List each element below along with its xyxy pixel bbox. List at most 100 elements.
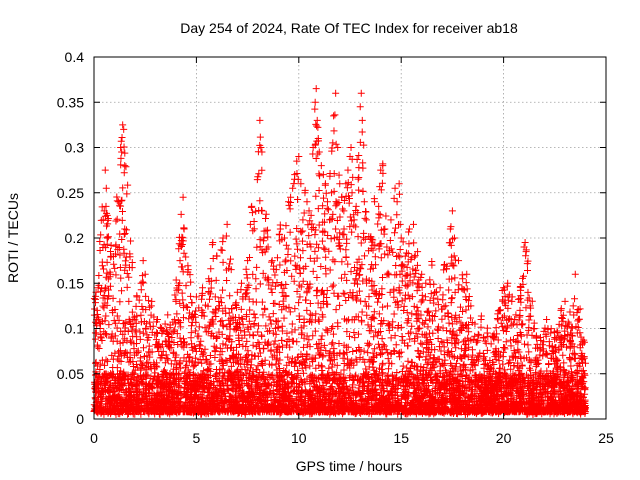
data-point-dense <box>117 274 125 282</box>
data-point-dense <box>184 262 192 270</box>
data-point-dense <box>521 340 529 348</box>
data-point-dense <box>501 345 509 353</box>
data-point-dense <box>413 280 421 288</box>
data-point-dense <box>139 279 147 287</box>
data-point-dense <box>414 325 422 333</box>
data-point-dense <box>304 221 312 229</box>
data-point-dense <box>227 320 235 328</box>
data-point-dense <box>354 280 361 288</box>
data-point-dense <box>212 313 220 321</box>
data-point-dense <box>364 349 372 357</box>
data-point-dense <box>332 225 340 233</box>
data-point-dense <box>418 291 426 299</box>
data-point-dense <box>341 290 349 298</box>
data-point <box>436 284 444 292</box>
data-point-dense <box>253 263 261 271</box>
data-point-dense <box>280 268 288 276</box>
data-point-dense <box>351 334 359 342</box>
data-point-dense <box>382 212 390 220</box>
data-point-dense <box>386 237 394 245</box>
data-point <box>512 311 520 319</box>
data-point <box>418 270 426 278</box>
data-point-dense <box>271 271 279 279</box>
data-point-dense <box>117 137 125 145</box>
data-point-dense <box>187 322 195 330</box>
data-point-dense <box>217 294 225 302</box>
data-point-dense <box>371 345 379 353</box>
data-point-dense <box>434 295 442 303</box>
chart-title: Day 254 of 2024, Rate Of TEC Index for r… <box>180 20 518 36</box>
data-point-dense <box>120 169 128 177</box>
data-point-dense <box>389 248 397 256</box>
data-point <box>448 207 456 215</box>
data-point-dense <box>256 243 264 251</box>
data-point-dense <box>242 352 250 360</box>
data-point-dense <box>207 265 215 273</box>
data-point-dense <box>173 310 181 318</box>
data-point-dense <box>97 216 105 224</box>
data-point <box>332 89 340 97</box>
data-point-dense <box>390 194 398 202</box>
data-point-dense <box>161 320 169 328</box>
data-point <box>293 157 301 165</box>
data-point-dense <box>311 247 319 255</box>
data-point-dense <box>264 233 272 241</box>
data-point-dense <box>339 230 347 238</box>
data-point-dense <box>574 305 582 313</box>
data-point-dense <box>513 331 521 339</box>
data-point <box>358 116 366 124</box>
data-point-dense <box>303 351 311 359</box>
data-point-dense <box>132 302 140 310</box>
data-point <box>313 116 321 124</box>
data-point-dense <box>315 244 323 252</box>
data-point-dense <box>258 166 266 174</box>
data-point-dense <box>321 210 329 218</box>
data-point-dense <box>118 287 126 295</box>
data-point-dense <box>202 328 210 336</box>
data-point-dense <box>219 238 227 246</box>
data-point-dense <box>477 323 485 331</box>
data-point-dense <box>525 316 533 324</box>
data-point-dense <box>316 172 324 180</box>
data-point-dense <box>98 262 106 270</box>
data-point-dense <box>286 228 294 236</box>
data-point-dense <box>282 222 290 230</box>
data-point-dense <box>465 328 473 336</box>
data-point <box>387 216 395 224</box>
data-point-dense <box>530 325 538 333</box>
data-point-dense <box>354 233 362 241</box>
data-point-dense <box>327 215 335 223</box>
data-point-dense <box>378 335 386 343</box>
data-point-dense <box>365 293 373 301</box>
data-point <box>120 125 128 133</box>
data-point <box>223 220 231 228</box>
data-point-dense <box>329 256 337 264</box>
data-point-dense <box>118 207 126 215</box>
data-point-dense <box>297 324 305 332</box>
data-point-dense <box>355 173 363 181</box>
data-point-dense <box>218 317 226 325</box>
data-point-dense <box>226 260 234 268</box>
data-point-dense <box>574 317 582 325</box>
data-point-dense <box>560 359 568 367</box>
data-point-dense <box>117 154 125 162</box>
data-point-dense <box>251 314 259 322</box>
data-point-dense <box>325 247 333 255</box>
data-point-dense <box>107 242 115 250</box>
data-point <box>289 184 297 192</box>
data-point-dense <box>259 311 267 319</box>
data-point <box>268 257 276 265</box>
data-point-dense <box>249 270 257 278</box>
data-point-dense <box>342 246 350 254</box>
data-point-dense <box>137 360 145 368</box>
data-point-dense <box>437 347 445 355</box>
data-point-dense <box>156 323 164 331</box>
data-point-dense <box>355 152 363 160</box>
data-point-dense <box>275 342 283 350</box>
data-point-dense <box>311 231 319 239</box>
data-point-dense <box>361 298 369 306</box>
data-point-dense <box>522 246 530 254</box>
data-point-dense <box>102 202 110 210</box>
data-point-dense <box>299 277 307 285</box>
data-point-dense <box>355 164 363 172</box>
